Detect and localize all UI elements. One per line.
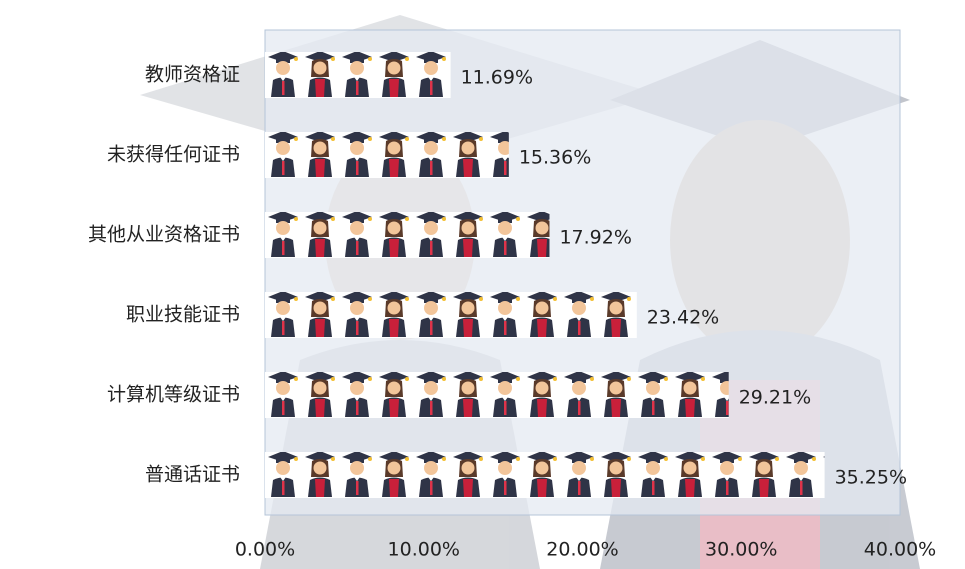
value-label: 23.42% xyxy=(647,307,719,329)
value-label: 35.25% xyxy=(835,467,907,489)
plot-area xyxy=(264,29,901,516)
value-label: 11.69% xyxy=(461,67,533,89)
y-tick-label: 其他从业资格证书 xyxy=(88,224,240,246)
y-tick-label: 计算机等级证书 xyxy=(107,384,240,406)
bar xyxy=(265,292,637,338)
x-tick-label: 40.00% xyxy=(864,539,936,561)
value-label: 17.92% xyxy=(559,227,631,249)
bar xyxy=(265,372,729,418)
bar xyxy=(265,452,825,498)
x-tick-label: 10.00% xyxy=(388,539,460,561)
value-label: 15.36% xyxy=(519,147,591,169)
value-label: 29.21% xyxy=(739,387,811,409)
y-tick-label: 普通话证书 xyxy=(145,464,240,486)
y-tick-label: 教师资格证 xyxy=(145,64,240,86)
y-tick-label: 职业技能证书 xyxy=(126,304,240,326)
bar xyxy=(265,212,550,258)
x-tick-label: 20.00% xyxy=(546,539,618,561)
bar xyxy=(265,132,509,178)
bar xyxy=(265,52,451,98)
x-tick-label: 0.00% xyxy=(235,539,295,561)
y-tick-label: 未获得任何证书 xyxy=(107,144,240,166)
x-tick-label: 30.00% xyxy=(705,539,777,561)
